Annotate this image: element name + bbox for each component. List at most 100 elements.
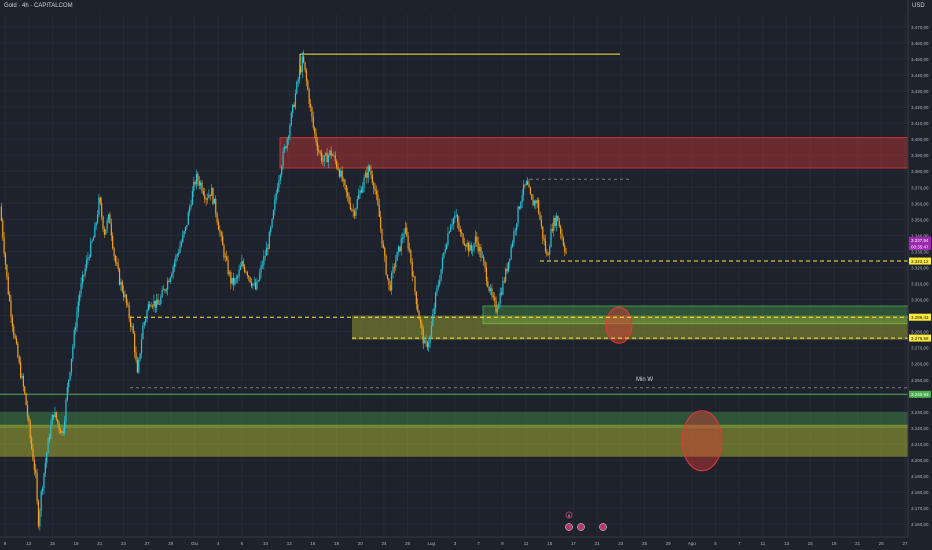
candle-body <box>22 376 24 387</box>
candle-body <box>418 311 420 320</box>
candle <box>219 225 221 237</box>
candle-body <box>428 343 430 348</box>
candle <box>433 302 435 316</box>
candle-body <box>125 294 128 304</box>
candle-body <box>134 333 136 353</box>
candle <box>444 243 446 255</box>
event-count-icon <box>565 511 573 519</box>
candle-body <box>489 288 492 291</box>
candle-body <box>175 255 177 263</box>
candle-body <box>521 195 523 202</box>
candle-body <box>179 246 181 253</box>
price-tick-label: 3.220,00 <box>911 426 929 431</box>
price-badge-bg <box>909 257 931 265</box>
candle-body <box>496 308 499 313</box>
price-axis-background <box>908 0 932 550</box>
candle-body <box>259 272 261 281</box>
price-badge-text: 3.323,12 <box>911 259 929 264</box>
candle-body <box>169 277 171 282</box>
candle <box>369 164 371 173</box>
candle <box>392 263 394 279</box>
candle-body <box>557 215 559 221</box>
candle <box>538 197 540 216</box>
candle <box>63 416 66 436</box>
candle <box>74 321 77 335</box>
candle <box>536 197 538 209</box>
candle-body <box>281 166 283 175</box>
candle <box>190 199 192 210</box>
candle-body <box>380 216 382 229</box>
candle <box>413 271 415 277</box>
candle <box>228 270 231 277</box>
candle <box>374 183 376 195</box>
candle-body <box>231 278 233 284</box>
candle-body <box>522 184 525 196</box>
candle-body <box>285 146 287 148</box>
candle-body <box>3 237 5 254</box>
candle <box>316 137 319 157</box>
candle-body <box>216 213 218 222</box>
time-tick-label: 11 <box>761 541 766 546</box>
candle <box>342 176 345 188</box>
candle <box>139 353 141 362</box>
candle <box>551 222 553 233</box>
candle <box>242 258 244 269</box>
candle <box>286 136 288 152</box>
candle-body <box>495 300 497 313</box>
candle <box>179 240 181 254</box>
price-tick-label: 3.360,00 <box>911 201 929 206</box>
candle-body <box>448 231 450 234</box>
candle <box>57 418 59 426</box>
time-tick-label: 12 <box>287 541 293 546</box>
candle <box>40 489 42 517</box>
candle <box>66 383 68 402</box>
price-tick-label: 3.370,00 <box>911 185 929 190</box>
candle <box>209 194 211 201</box>
candle-body <box>36 472 38 502</box>
candle <box>404 221 406 235</box>
candle-body <box>351 209 353 210</box>
candle-body <box>241 261 243 267</box>
candle-body <box>506 268 508 272</box>
candle-body <box>290 112 292 126</box>
candle <box>282 147 284 170</box>
candle-body <box>58 422 60 430</box>
candle <box>303 50 305 64</box>
candle <box>17 341 19 359</box>
time-tick-label: 27 <box>902 541 908 546</box>
candle <box>223 243 225 261</box>
candle-body <box>436 287 438 293</box>
candle-body <box>374 188 376 192</box>
candle <box>194 180 196 187</box>
candle-body <box>109 214 111 224</box>
candle-body <box>325 153 327 156</box>
candle <box>430 320 433 337</box>
candle <box>417 298 419 313</box>
candle-body <box>123 291 125 297</box>
candle-body <box>444 249 446 253</box>
candle-body <box>198 181 200 186</box>
candle <box>400 233 402 256</box>
candle-body <box>301 56 303 72</box>
candle-body <box>415 291 417 305</box>
candle-body <box>300 70 302 72</box>
candle <box>495 296 497 314</box>
candle-body <box>283 146 286 152</box>
candle-body <box>246 272 248 276</box>
candle <box>319 150 321 156</box>
candle-body <box>44 463 46 474</box>
candle <box>186 225 188 230</box>
lower-zone-yellow <box>0 424 908 457</box>
candle <box>138 357 140 375</box>
candle-body <box>287 136 290 139</box>
candle-body <box>116 261 118 264</box>
candle-body <box>252 283 254 286</box>
candle <box>455 208 457 218</box>
candle <box>85 255 88 272</box>
price-tick-label: 3.470,00 <box>911 25 929 30</box>
candle <box>347 187 349 202</box>
time-tick-label: 20 <box>358 541 364 546</box>
candle-body <box>0 206 2 221</box>
candle-body <box>456 215 459 223</box>
